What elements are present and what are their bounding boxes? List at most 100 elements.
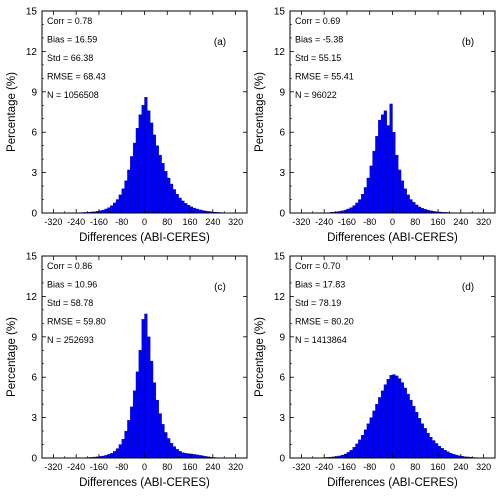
- histogram-bar: [142, 319, 145, 458]
- x-axis-label: Differences (ABI-CERES): [79, 232, 210, 244]
- histogram-bar: [162, 163, 165, 213]
- x-tick-label: -160: [90, 217, 108, 227]
- panel-label: (a): [214, 37, 226, 48]
- histogram-bar: [107, 454, 110, 458]
- x-tick-label: 320: [476, 217, 491, 227]
- histogram-bar: [110, 206, 113, 213]
- histogram-bar: [432, 440, 435, 458]
- histogram-bar: [401, 383, 404, 458]
- stat-line: N = 96022: [295, 90, 337, 100]
- x-tick-label: -80: [363, 217, 376, 227]
- y-tick-label: 6: [31, 373, 37, 384]
- histogram-bar: [395, 376, 398, 458]
- histogram-bar: [145, 97, 148, 213]
- y-tick-label: 12: [274, 47, 286, 58]
- histogram-bar: [116, 200, 119, 213]
- stat-line: RMSE = 80.20: [295, 317, 354, 327]
- y-tick-label: 6: [279, 373, 285, 384]
- stat-line: Bias = 16.59: [47, 35, 97, 45]
- histogram-bar: [381, 115, 384, 213]
- histogram-bar: [145, 314, 148, 458]
- histogram-bar: [176, 194, 179, 213]
- x-tick-label: 160: [431, 217, 446, 227]
- x-tick-label: 0: [390, 462, 395, 472]
- y-axis-label: Percentage (%): [254, 317, 266, 397]
- histogram-bar: [358, 440, 361, 458]
- y-tick-label: 0: [279, 454, 285, 465]
- stat-line: RMSE = 59.80: [47, 317, 106, 327]
- x-tick-label: 320: [228, 462, 243, 472]
- x-tick-label: -160: [338, 462, 356, 472]
- histogram-bar: [444, 450, 447, 458]
- histogram-bar: [130, 407, 133, 458]
- panel-label: (b): [462, 37, 474, 48]
- histogram-bar: [179, 451, 182, 458]
- y-tick-label: 9: [279, 87, 285, 98]
- stat-line: Bias = 10.96: [47, 280, 97, 290]
- histogram-bar: [367, 178, 370, 213]
- histogram-bar: [122, 189, 125, 213]
- histogram-bar: [173, 447, 176, 458]
- histogram-bar: [147, 337, 150, 458]
- histogram-bar: [153, 383, 156, 458]
- x-tick-label: 80: [162, 462, 172, 472]
- histogram-bar: [407, 195, 410, 213]
- histogram-bar: [430, 437, 433, 458]
- x-tick-label: -320: [44, 462, 62, 472]
- x-tick-label: 320: [228, 217, 243, 227]
- histogram-bar: [139, 350, 142, 458]
- histogram-bar: [105, 209, 108, 213]
- histogram-bar: [384, 111, 387, 213]
- histogram-bar: [449, 453, 452, 458]
- histogram-bar: [350, 208, 353, 213]
- histogram-bar: [125, 431, 128, 458]
- histogram-bar: [173, 189, 176, 213]
- histogram-bar: [355, 203, 358, 213]
- histogram-bar: [350, 450, 353, 458]
- histogram-bar: [364, 187, 367, 213]
- x-tick-label: -240: [67, 217, 85, 227]
- histogram-bar: [176, 449, 179, 458]
- histogram-bar: [387, 125, 390, 213]
- x-tick-label: -320: [44, 217, 62, 227]
- histogram-bar: [410, 400, 413, 458]
- stat-line: Std = 55.15: [295, 53, 341, 63]
- histogram-bar: [375, 404, 378, 458]
- histogram-bar: [162, 424, 165, 458]
- x-tick-label: -240: [67, 462, 85, 472]
- histogram-bar: [370, 166, 373, 213]
- histogram-bar: [153, 135, 156, 213]
- histogram-bar: [196, 209, 199, 213]
- stat-line: Bias = -5.38: [295, 35, 343, 45]
- histogram-bar: [373, 151, 376, 213]
- panel-label: (c): [214, 282, 226, 293]
- y-tick-label: 3: [31, 168, 37, 179]
- x-tick-label: 160: [431, 462, 446, 472]
- histogram-bar: [182, 453, 185, 458]
- histogram-bar: [441, 448, 444, 458]
- histogram-bar: [427, 433, 430, 458]
- histogram-bar: [393, 375, 396, 458]
- histogram-bar: [119, 195, 122, 213]
- histogram-bar: [125, 181, 128, 213]
- histogram-bar: [424, 209, 427, 213]
- y-tick-label: 15: [26, 7, 38, 18]
- y-tick-label: 3: [279, 413, 285, 424]
- histogram-bar: [347, 452, 350, 458]
- x-tick-label: 240: [453, 217, 468, 227]
- histogram-bar: [190, 454, 193, 458]
- histogram-bar: [164, 432, 167, 458]
- histogram-bar: [193, 454, 196, 458]
- stat-line: RMSE = 55.41: [295, 72, 354, 82]
- histogram-bar: [447, 452, 450, 458]
- x-tick-label: -160: [90, 462, 108, 472]
- histogram-bar: [193, 208, 196, 213]
- histogram-bar: [404, 388, 407, 458]
- histogram-bar: [113, 451, 116, 458]
- y-tick-label: 6: [31, 128, 37, 139]
- histogram-bar: [190, 207, 193, 213]
- y-axis-label: Percentage (%): [6, 72, 18, 152]
- histogram-bar: [412, 202, 415, 213]
